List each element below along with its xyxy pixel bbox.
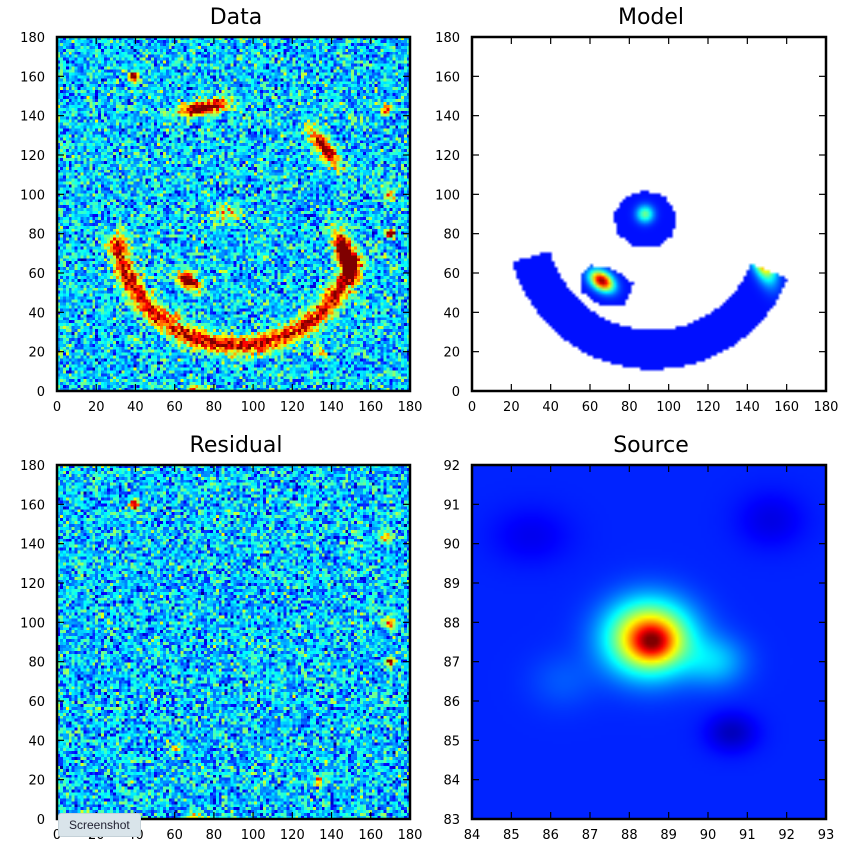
x-tick-label: 180 bbox=[398, 400, 423, 415]
x-tick-label: 80 bbox=[206, 828, 223, 843]
y-tick-label: 180 bbox=[20, 459, 45, 474]
x-tick-label: 85 bbox=[503, 828, 520, 843]
y-tick-label: 40 bbox=[28, 306, 45, 321]
y-tick-label: 86 bbox=[443, 695, 460, 710]
y-tick-label: 140 bbox=[20, 110, 45, 125]
x-tick-label: 20 bbox=[503, 400, 520, 415]
x-tick-label: 140 bbox=[319, 828, 344, 843]
x-tick-label: 120 bbox=[280, 828, 305, 843]
y-tick-label: 89 bbox=[443, 577, 460, 592]
panel-model: Model 0 20 40 60 80 100 120 140 160 180 0 20 40 60 80 10… bbox=[435, 5, 838, 415]
y-tick-label: 100 bbox=[435, 188, 460, 203]
y-tick-label: 83 bbox=[443, 813, 460, 828]
axes-frame bbox=[55, 35, 412, 393]
x-tick-label: 40 bbox=[542, 400, 559, 415]
axes-frame bbox=[55, 463, 412, 821]
heatmap-image bbox=[472, 465, 826, 819]
x-tick-label: 140 bbox=[735, 400, 760, 415]
x-tick-label: 80 bbox=[206, 400, 223, 415]
y-tick-label: 90 bbox=[443, 538, 460, 553]
chart-title: Model bbox=[618, 5, 684, 30]
x-tick-label: 40 bbox=[127, 400, 144, 415]
y-tick-label: 40 bbox=[443, 306, 460, 321]
y-tick-label: 92 bbox=[443, 459, 460, 474]
x-tick-label: 180 bbox=[814, 400, 839, 415]
y-tick-label: 160 bbox=[435, 70, 460, 85]
panel-source: Source 84 85 86 87 88 89 90 91 92 93 83 84 85 86 87 88 89… bbox=[443, 433, 834, 843]
y-tick-label: 80 bbox=[28, 656, 45, 671]
y-tick-label: 0 bbox=[37, 385, 45, 400]
x-tick-label: 92 bbox=[778, 828, 795, 843]
x-tick-label: 160 bbox=[358, 828, 383, 843]
x-tick-label: 0 bbox=[53, 828, 61, 843]
screenshot-badge[interactable]: Screenshot bbox=[58, 813, 141, 837]
x-tick-label: 160 bbox=[358, 400, 383, 415]
chart-title: Residual bbox=[190, 433, 283, 458]
panel-data: Data 0 20 40 60 80 100 120 140 160 180 0 20 40 60 80 100… bbox=[20, 5, 422, 415]
y-tick-label: 180 bbox=[435, 31, 460, 46]
x-tick-label: 160 bbox=[774, 400, 799, 415]
y-tick-label: 20 bbox=[28, 774, 45, 789]
y-tick-label: 60 bbox=[28, 267, 45, 282]
y-tick-label: 80 bbox=[28, 228, 45, 243]
x-tick-label: 0 bbox=[468, 400, 476, 415]
x-tick-label: 100 bbox=[241, 828, 266, 843]
y-tick-label: 140 bbox=[435, 110, 460, 125]
chart-title: Source bbox=[613, 433, 689, 458]
y-tick-label: 60 bbox=[28, 695, 45, 710]
heatmap-image bbox=[472, 37, 826, 391]
x-tick-label: 88 bbox=[621, 828, 638, 843]
axes-frame bbox=[470, 463, 828, 821]
y-tick-label: 120 bbox=[20, 577, 45, 592]
y-tick-label: 120 bbox=[435, 149, 460, 164]
x-tick-label: 84 bbox=[464, 828, 481, 843]
x-tick-label: 100 bbox=[241, 400, 266, 415]
chart-title: Data bbox=[210, 5, 263, 30]
y-tick-label: 120 bbox=[20, 149, 45, 164]
y-tick-label: 87 bbox=[443, 656, 460, 671]
x-tick-label: 91 bbox=[739, 828, 756, 843]
y-tick-label: 20 bbox=[443, 346, 460, 361]
y-tick-label: 80 bbox=[443, 228, 460, 243]
x-tick-label: 100 bbox=[656, 400, 681, 415]
x-tick-label: 20 bbox=[88, 400, 105, 415]
y-tick-label: 85 bbox=[443, 734, 460, 749]
axes-frame bbox=[470, 35, 828, 393]
heatmap-image bbox=[57, 37, 410, 391]
y-tick-label: 20 bbox=[28, 346, 45, 361]
panel-residual: Residual02040608010012014016018002040608… bbox=[20, 433, 422, 843]
heatmap-image bbox=[57, 465, 410, 819]
x-tick-label: 80 bbox=[621, 400, 638, 415]
x-tick-label: 60 bbox=[166, 828, 183, 843]
x-tick-label: 180 bbox=[398, 828, 423, 843]
x-tick-label: 0 bbox=[53, 400, 61, 415]
x-tick-label: 60 bbox=[582, 400, 599, 415]
x-tick-label: 140 bbox=[319, 400, 344, 415]
y-tick-label: 180 bbox=[20, 31, 45, 46]
x-tick-label: 93 bbox=[818, 828, 835, 843]
y-tick-label: 0 bbox=[452, 385, 460, 400]
y-tick-label: 91 bbox=[443, 498, 460, 513]
y-tick-label: 88 bbox=[443, 616, 460, 631]
x-tick-label: 120 bbox=[280, 400, 305, 415]
x-tick-label: 60 bbox=[166, 400, 183, 415]
x-tick-label: 89 bbox=[660, 828, 677, 843]
y-tick-label: 84 bbox=[443, 774, 460, 789]
x-tick-label: 87 bbox=[582, 828, 599, 843]
y-tick-label: 100 bbox=[20, 188, 45, 203]
y-tick-label: 160 bbox=[20, 498, 45, 513]
y-tick-label: 140 bbox=[20, 538, 45, 553]
y-tick-label: 100 bbox=[20, 616, 45, 631]
y-tick-label: 160 bbox=[20, 70, 45, 85]
x-tick-label: 90 bbox=[700, 828, 717, 843]
y-tick-label: 60 bbox=[443, 267, 460, 282]
y-tick-label: 0 bbox=[37, 813, 45, 828]
x-tick-label: 120 bbox=[696, 400, 721, 415]
x-tick-label: 86 bbox=[542, 828, 559, 843]
y-tick-label: 40 bbox=[28, 734, 45, 749]
